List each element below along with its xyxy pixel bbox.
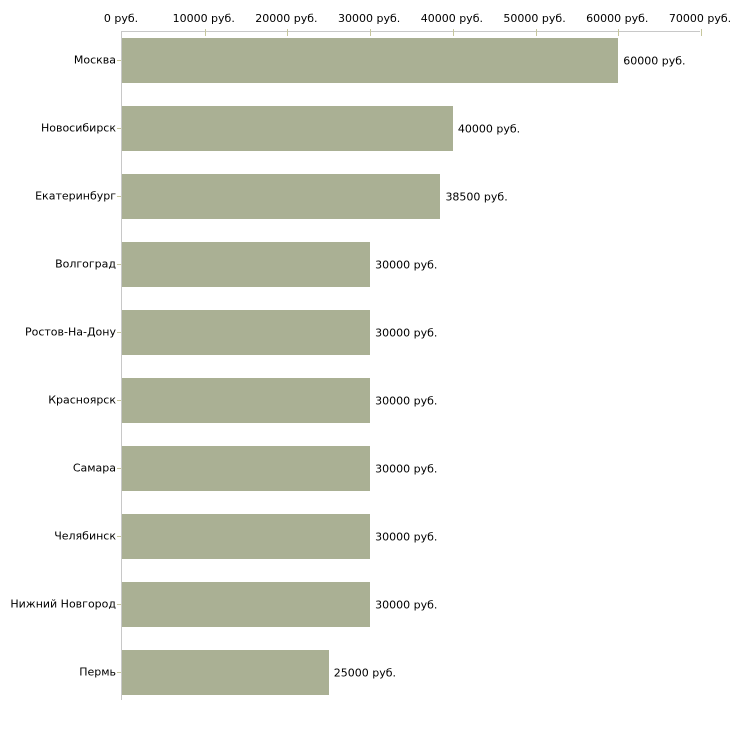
x-axis-tick-label: 10000 руб.	[172, 12, 235, 25]
x-axis-tick-mark	[452, 29, 454, 36]
bar-value-label: 30000 руб.	[375, 326, 438, 339]
y-axis-tick-mark	[117, 127, 121, 129]
bar-Нижний Новгород	[122, 582, 371, 627]
x-axis-tick-label: 0 руб.	[103, 12, 139, 25]
bar-Волгоград	[122, 242, 371, 287]
bar-Пермь	[122, 650, 329, 695]
x-axis-tick-mark	[618, 29, 620, 36]
bar-Москва	[122, 38, 619, 83]
category-label: Пермь	[79, 665, 116, 678]
bar-row: 30000 руб.	[122, 446, 701, 491]
x-axis-tick-label: 40000 руб.	[420, 12, 483, 25]
bar-value-label: 60000 руб.	[623, 54, 686, 67]
plot-area: 60000 руб. 40000 руб. 38500 руб. 30000 руб.…	[121, 29, 702, 700]
x-axis-tick-label: 50000 руб.	[503, 12, 566, 25]
y-axis-tick-mark	[117, 467, 121, 469]
category-label: Самара	[72, 461, 116, 474]
x-axis-tick-label: 70000 руб.	[668, 12, 730, 25]
category-label: Новосибирск	[40, 121, 116, 134]
x-axis-tick-mark	[535, 29, 537, 36]
x-axis-tick-label: 20000 руб.	[255, 12, 318, 25]
x-axis-tick-mark	[287, 29, 289, 36]
bar-row: 30000 руб.	[122, 378, 701, 423]
y-axis-tick-mark	[117, 603, 121, 605]
category-label: Москва	[73, 53, 116, 66]
bar-value-label: 30000 руб.	[375, 394, 438, 407]
y-axis-tick-mark	[117, 399, 121, 401]
x-axis-tick-mark	[204, 29, 206, 36]
bar-row: 40000 руб.	[122, 106, 701, 151]
bar-row: 30000 руб.	[122, 582, 701, 627]
category-label: Ростов-На-Дону	[24, 325, 116, 338]
bar-Челябинск	[122, 514, 371, 559]
bar-row: 30000 руб.	[122, 242, 701, 287]
category-label: Екатеринбург	[35, 189, 116, 202]
category-label: Волгоград	[55, 257, 116, 270]
bar-value-label: 30000 руб.	[375, 258, 438, 271]
bar-row: 60000 руб.	[122, 38, 701, 83]
bar-value-label: 30000 руб.	[375, 530, 438, 543]
bar-Самара	[122, 446, 371, 491]
bar-value-label: 30000 руб.	[375, 598, 438, 611]
category-label: Нижний Новгород	[10, 597, 116, 610]
bar-row: 30000 руб.	[122, 310, 701, 355]
x-axis-tick-label: 30000 руб.	[338, 12, 401, 25]
bar-Ростов-На-Дону	[122, 310, 371, 355]
bar-row: 25000 руб.	[122, 650, 701, 695]
y-axis-tick-mark	[117, 331, 121, 333]
y-axis-tick-mark	[117, 671, 121, 673]
bar-Новосибирск	[122, 106, 453, 151]
bar-Екатеринбург	[122, 174, 441, 219]
category-label: Челябинск	[54, 529, 116, 542]
bar-row: 30000 руб.	[122, 514, 701, 559]
bar-value-label: 38500 руб.	[445, 190, 508, 203]
y-axis-tick-mark	[117, 535, 121, 537]
y-axis-tick-mark	[117, 59, 121, 61]
category-label: Красноярск	[48, 393, 116, 406]
bar-value-label: 40000 руб.	[457, 122, 521, 135]
x-axis-tick-mark	[701, 29, 702, 36]
bar-Красноярск	[122, 378, 371, 423]
bar-value-label: 25000 руб.	[333, 666, 397, 679]
y-axis-tick-mark	[117, 195, 121, 197]
x-axis-tick-label: 60000 руб.	[586, 12, 649, 25]
y-axis-tick-mark	[117, 263, 121, 265]
bar-value-label: 30000 руб.	[375, 462, 438, 475]
x-axis-tick-mark	[370, 29, 372, 36]
bar-row: 38500 руб.	[122, 174, 701, 219]
